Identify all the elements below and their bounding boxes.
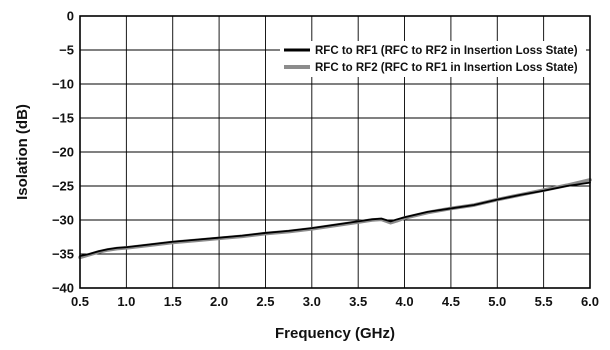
legend: RFC to RF1 (RFC to RF2 in Insertion Loss… (280, 41, 586, 77)
x-tick-label: 4.5 (442, 294, 460, 309)
x-tick-label: 5.0 (488, 294, 506, 309)
y-tick-label: −30 (52, 213, 74, 228)
y-tick-label: −10 (52, 77, 74, 92)
y-tick-label: −35 (52, 247, 74, 262)
y-tick-label: −40 (52, 281, 74, 296)
y-tick-label: −20 (52, 145, 74, 160)
series-line-rfc-to-rf1 (79, 181, 591, 257)
y-tick-label: −15 (52, 111, 74, 126)
y-tick-label: −25 (52, 179, 74, 194)
series-lines (78, 178, 592, 260)
legend-label-rf2: RFC to RF2 (RFC to RF1 in Insertion Loss… (315, 62, 578, 74)
y-tick-label: 0 (67, 9, 74, 24)
x-tick-labels: 0.5 1.0 1.5 2.0 2.5 3.0 3.5 4.0 4.5 5.0 5.5 6.0 (71, 294, 599, 309)
x-tick-label: 2.0 (210, 294, 228, 309)
x-tick-label: 3.0 (303, 294, 321, 309)
x-tick-label: 5.5 (535, 294, 553, 309)
legend-label-rf1: RFC to RF1 (RFC to RF2 in Insertion Loss… (315, 45, 578, 57)
x-tick-label: 0.5 (71, 294, 89, 309)
x-tick-label: 3.5 (349, 294, 367, 309)
x-tick-label: 6.0 (581, 294, 599, 309)
x-axis-label: Frequency (GHz) (275, 325, 395, 342)
y-tick-labels: 0 −5 −10 −15 −20 −25 −30 −35 −40 (52, 9, 74, 296)
x-tick-label: 1.5 (164, 294, 182, 309)
x-tick-label: 2.5 (256, 294, 274, 309)
x-tick-label: 4.0 (396, 294, 414, 309)
legend-box (280, 41, 586, 77)
y-tick-label: −5 (59, 43, 74, 58)
plot-border (79, 15, 591, 289)
x-tick-label: 1.0 (117, 294, 135, 309)
y-axis-label: Isolation (dB) (14, 104, 31, 200)
